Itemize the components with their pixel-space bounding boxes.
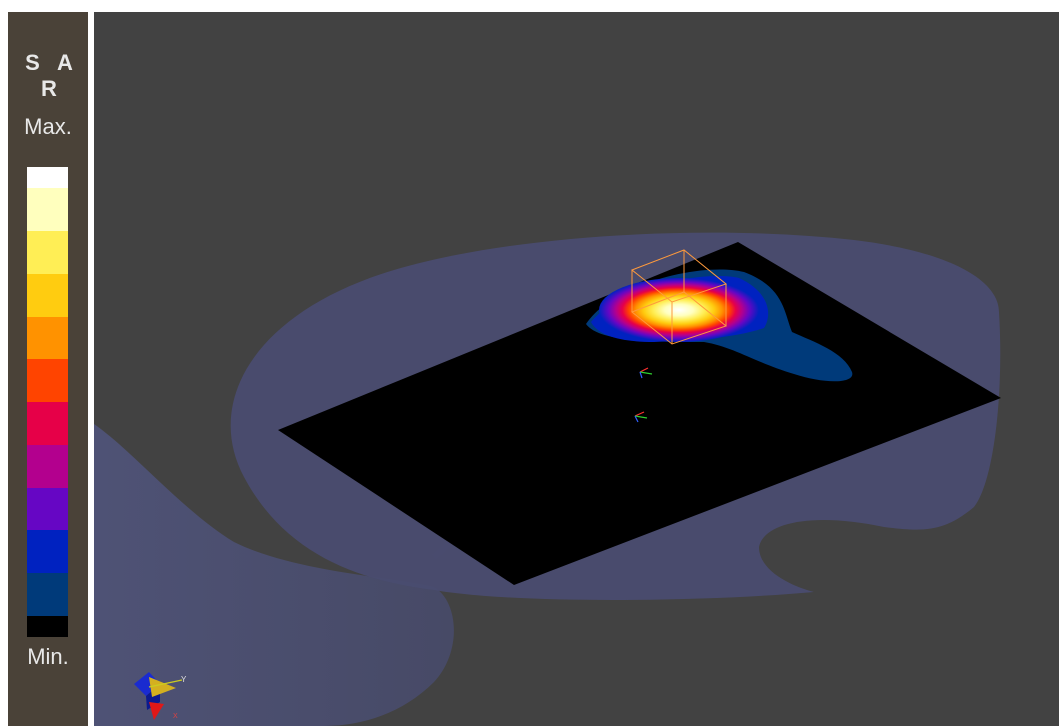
sar-legend-panel: S A R Max. Min.: [8, 12, 88, 726]
color-scale-swatch: [27, 487, 68, 531]
legend-min-label: Min.: [27, 644, 69, 669]
legend-max-label: Max.: [24, 114, 72, 139]
axis-y-label: Y: [181, 675, 187, 684]
axis-x-label: X: [173, 713, 178, 720]
legend-title: S A R: [25, 50, 79, 101]
color-scale-bar: [27, 167, 68, 638]
averaging-cube-wireframe: [631, 249, 728, 345]
color-scale-swatch: [27, 316, 68, 360]
arm-tissue-surface: [94, 424, 454, 726]
color-scale-swatch: [27, 231, 68, 274]
source-marker-2: [634, 411, 648, 423]
sar-hotspot: [599, 278, 759, 342]
color-scale-swatch: [27, 444, 68, 488]
color-scale-swatch: [27, 402, 68, 445]
color-scale-swatch: [27, 359, 68, 403]
source-marker-1: [639, 367, 653, 379]
color-scale-swatch: [27, 615, 68, 638]
color-scale-swatch: [27, 572, 68, 616]
color-scale-swatch: [27, 530, 68, 573]
color-scale-swatch: [27, 167, 68, 189]
color-scale-swatch: [27, 188, 68, 232]
color-scale-swatch: [27, 273, 68, 317]
3d-viewport[interactable]: Y X: [94, 12, 1059, 726]
scene-canvas[interactable]: Y X: [94, 12, 1059, 726]
orientation-axes-icon[interactable]: Y X: [134, 672, 187, 720]
